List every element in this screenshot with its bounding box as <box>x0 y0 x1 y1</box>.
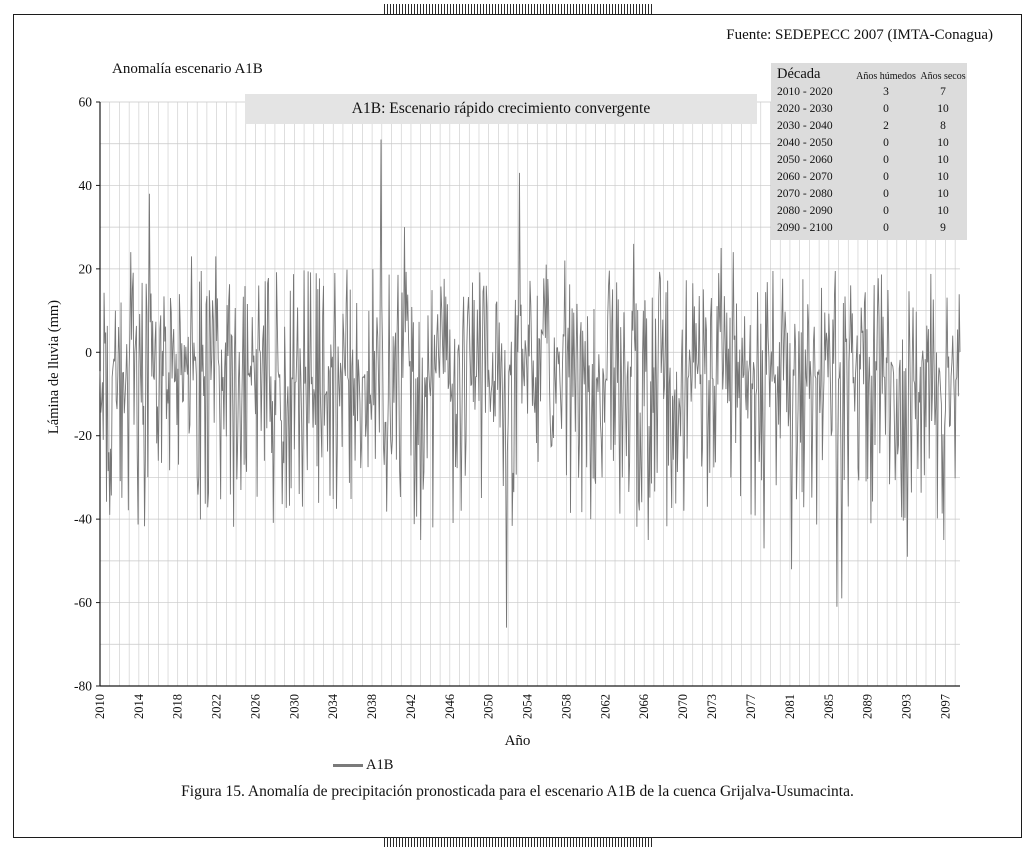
svg-text:2097: 2097 <box>938 694 952 719</box>
svg-text:2050: 2050 <box>482 694 496 719</box>
cell-wet-years: 0 <box>883 187 889 200</box>
table-row: 2070 - 2080 0 10 <box>777 185 963 202</box>
svg-text:40: 40 <box>79 178 93 193</box>
svg-text:2089: 2089 <box>861 694 875 719</box>
svg-text:2085: 2085 <box>822 694 836 719</box>
cell-wet-years: 0 <box>883 221 889 234</box>
y-axis-title: Lámina de lluvia (mm) <box>46 300 62 435</box>
svg-text:2022: 2022 <box>210 694 224 719</box>
cell-dry-years: 10 <box>937 102 949 115</box>
svg-text:2077: 2077 <box>744 694 758 719</box>
chart-title: Anomalía escenario A1B <box>112 61 263 77</box>
svg-text:2026: 2026 <box>248 694 262 719</box>
svg-text:2014: 2014 <box>132 693 146 719</box>
cell-dry-years: 10 <box>937 136 949 149</box>
x-axis-title: Año <box>504 733 531 749</box>
cell-dry-years: 10 <box>937 187 949 200</box>
legend-line-swatch <box>333 764 363 767</box>
svg-text:-20: -20 <box>74 428 92 443</box>
table-header-row: Década Años húmedos Años secos <box>777 66 966 83</box>
cell-wet-years: 0 <box>883 204 889 217</box>
table-header-humedos: Años húmedos <box>856 70 916 82</box>
decade-summary-table: Década Años húmedos Años secos 2010 - 20… <box>771 63 967 240</box>
table-row: 2030 - 2040 2 8 <box>777 117 963 134</box>
svg-text:2054: 2054 <box>521 693 535 719</box>
cell-dry-years: 10 <box>937 170 949 183</box>
table-row: 2090 - 2100 0 9 <box>777 219 963 236</box>
svg-text:2066: 2066 <box>637 694 651 719</box>
svg-text:2038: 2038 <box>365 694 379 719</box>
svg-text:20: 20 <box>79 261 93 276</box>
svg-text:-40: -40 <box>74 512 92 527</box>
table-row: 2050 - 2060 0 10 <box>777 151 963 168</box>
svg-text:2093: 2093 <box>900 694 914 719</box>
cell-wet-years: 3 <box>883 85 889 98</box>
table-body: 2010 - 2020 3 7 2020 - 2030 0 10 2030 - 2040 2 8… <box>777 83 963 236</box>
table-header-decada: Década <box>777 66 821 82</box>
svg-text:2081: 2081 <box>783 694 797 719</box>
cell-dry-years: 7 <box>940 85 946 98</box>
cell-dry-years: 10 <box>937 153 949 166</box>
cell-wet-years: 0 <box>883 102 889 115</box>
cell-decade: 2020 - 2030 <box>777 102 833 115</box>
cell-decade: 2060 - 2070 <box>777 170 833 183</box>
cell-decade: 2070 - 2080 <box>777 187 833 200</box>
table-row: 2080 - 2090 0 10 <box>777 202 963 219</box>
svg-text:2062: 2062 <box>598 694 612 719</box>
cell-decade: 2050 - 2060 <box>777 153 833 166</box>
table-row: 2060 - 2070 0 10 <box>777 168 963 185</box>
svg-text:2073: 2073 <box>705 694 719 719</box>
svg-text:2046: 2046 <box>443 694 457 719</box>
figure-caption: Figura 15. Anomalía de precipitación pro… <box>181 783 854 800</box>
chart-legend: A1B <box>333 757 393 774</box>
svg-text:2034: 2034 <box>326 693 340 719</box>
svg-text:2058: 2058 <box>559 694 573 719</box>
cell-decade: 2080 - 2090 <box>777 204 833 217</box>
svg-text:-60: -60 <box>74 595 92 610</box>
svg-text:2018: 2018 <box>171 694 185 719</box>
table-header-secos: Años secos <box>920 70 966 82</box>
svg-text:2010: 2010 <box>93 694 107 719</box>
cell-dry-years: 9 <box>940 221 946 234</box>
scenario-banner: A1B: Escenario rápido crecimiento conver… <box>245 94 757 124</box>
cell-dry-years: 8 <box>940 119 946 132</box>
cell-decade: 2090 - 2100 <box>777 221 833 234</box>
cell-wet-years: 0 <box>883 153 889 166</box>
svg-text:-80: -80 <box>74 679 92 694</box>
svg-text:2070: 2070 <box>676 694 690 719</box>
table-row: 2040 - 2050 0 10 <box>777 134 963 151</box>
svg-text:60: 60 <box>79 95 93 110</box>
cell-decade: 2030 - 2040 <box>777 119 833 132</box>
cell-wet-years: 0 <box>883 170 889 183</box>
svg-text:0: 0 <box>85 345 92 360</box>
top-ornament <box>383 4 652 14</box>
bottom-ornament <box>383 837 652 847</box>
cell-decade: 2010 - 2020 <box>777 85 833 98</box>
cell-decade: 2040 - 2050 <box>777 136 833 149</box>
cell-dry-years: 10 <box>937 204 949 217</box>
svg-text:2030: 2030 <box>287 694 301 719</box>
table-row: 2020 - 2030 0 10 <box>777 100 963 117</box>
legend-label: A1B <box>366 757 394 773</box>
source-citation: Fuente: SEDEPECC 2007 (IMTA-Conagua) <box>726 27 993 43</box>
table-row: 2010 - 2020 3 7 <box>777 83 963 100</box>
cell-wet-years: 0 <box>883 136 889 149</box>
cell-wet-years: 2 <box>883 119 889 132</box>
svg-text:2042: 2042 <box>404 694 418 719</box>
